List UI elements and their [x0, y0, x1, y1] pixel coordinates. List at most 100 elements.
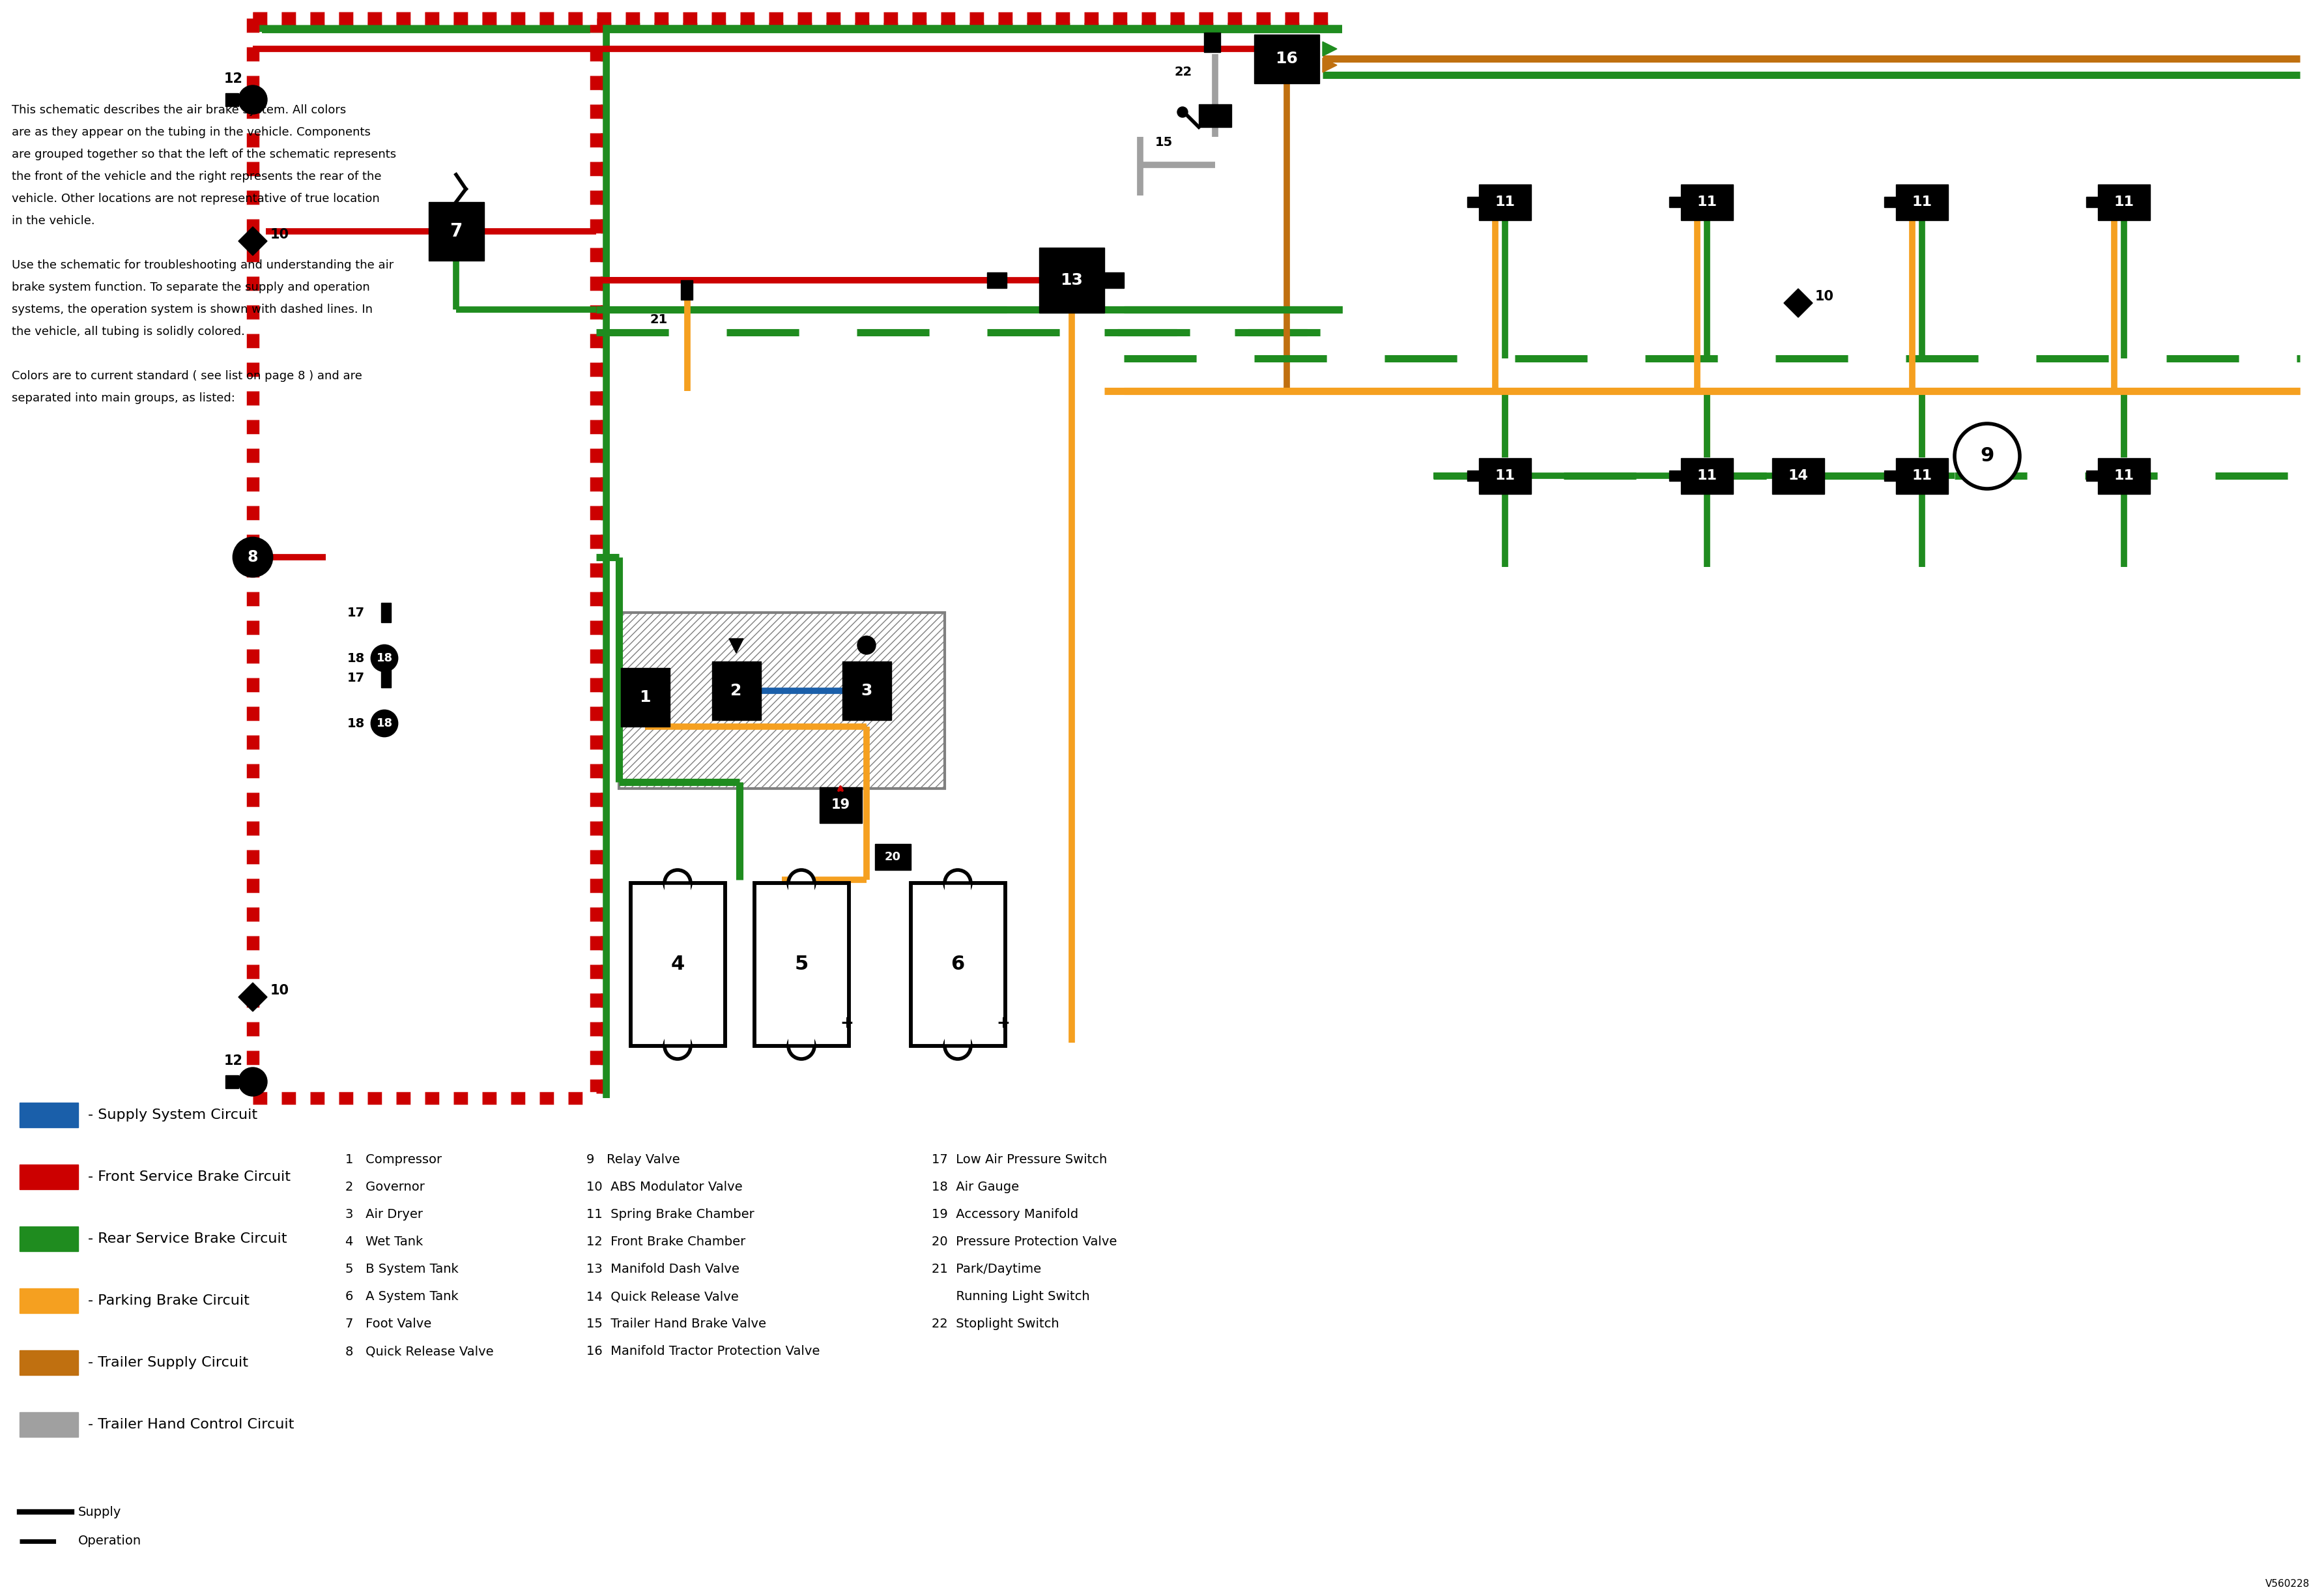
- Polygon shape: [239, 226, 267, 255]
- Bar: [681, 281, 693, 300]
- Text: 18: 18: [346, 652, 365, 665]
- Bar: [911, 883, 1004, 1046]
- Text: 11: 11: [1913, 196, 1931, 209]
- Bar: [874, 843, 911, 870]
- Text: Use the schematic for troubleshooting and understanding the air: Use the schematic for troubleshooting an…: [12, 260, 393, 271]
- Bar: [1669, 470, 1680, 481]
- Text: +: +: [997, 1015, 1011, 1031]
- Bar: [665, 883, 690, 1046]
- Bar: [1896, 457, 1948, 494]
- Text: 1: 1: [639, 690, 651, 705]
- Text: 17: 17: [346, 671, 365, 684]
- Text: 16  Manifold Tractor Protection Valve: 16 Manifold Tractor Protection Valve: [586, 1345, 820, 1358]
- Text: 17: 17: [346, 606, 365, 618]
- Circle shape: [665, 1033, 690, 1058]
- Text: 12: 12: [223, 1054, 242, 1068]
- Text: 13: 13: [1060, 273, 1083, 289]
- Text: 2   Governor: 2 Governor: [346, 1181, 425, 1194]
- Bar: [1896, 183, 1948, 220]
- Text: 21  Park/Daytime: 21 Park/Daytime: [932, 1262, 1041, 1275]
- Text: - Front Service Brake Circuit: - Front Service Brake Circuit: [88, 1170, 290, 1183]
- Circle shape: [1954, 424, 2020, 489]
- Text: +: +: [841, 1015, 853, 1031]
- Circle shape: [665, 870, 690, 896]
- Text: 19: 19: [832, 799, 851, 811]
- Text: 14  Quick Release Valve: 14 Quick Release Valve: [586, 1290, 739, 1302]
- Text: 6   A System Tank: 6 A System Tank: [346, 1290, 458, 1302]
- Circle shape: [946, 870, 971, 896]
- Bar: [1466, 470, 1478, 481]
- Text: 11: 11: [1697, 469, 1717, 483]
- Text: - Parking Brake Circuit: - Parking Brake Circuit: [88, 1294, 249, 1307]
- Text: 15  Trailer Hand Brake Valve: 15 Trailer Hand Brake Valve: [586, 1318, 767, 1329]
- Text: Running Light Switch: Running Light Switch: [932, 1290, 1090, 1302]
- Text: 7: 7: [451, 222, 462, 241]
- Circle shape: [1178, 107, 1188, 118]
- Text: 5: 5: [795, 955, 809, 974]
- Text: - Trailer Hand Control Circuit: - Trailer Hand Control Circuit: [88, 1419, 295, 1431]
- Text: 2: 2: [730, 682, 741, 698]
- Bar: [841, 662, 890, 720]
- Circle shape: [858, 636, 876, 654]
- Bar: [2099, 183, 2150, 220]
- Bar: [381, 668, 390, 687]
- Bar: [1478, 457, 1532, 494]
- Text: are grouped together so that the left of the schematic represents: are grouped together so that the left of…: [12, 148, 395, 161]
- Text: 7   Foot Valve: 7 Foot Valve: [346, 1318, 432, 1329]
- Text: 10  ABS Modulator Valve: 10 ABS Modulator Valve: [586, 1181, 741, 1194]
- Bar: [820, 787, 862, 823]
- Text: 10: 10: [270, 228, 288, 241]
- Text: 16: 16: [1276, 51, 1299, 67]
- Text: - Rear Service Brake Circuit: - Rear Service Brake Circuit: [88, 1232, 286, 1245]
- Text: brake system function. To separate the supply and operation: brake system function. To separate the s…: [12, 282, 370, 293]
- Bar: [2099, 457, 2150, 494]
- Bar: [755, 883, 848, 1046]
- Polygon shape: [1785, 289, 1813, 317]
- Text: in the vehicle.: in the vehicle.: [12, 215, 95, 226]
- Text: the front of the vehicle and the right represents the rear of the: the front of the vehicle and the right r…: [12, 171, 381, 182]
- Text: 8   Quick Release Valve: 8 Quick Release Valve: [346, 1345, 493, 1358]
- Text: 11: 11: [1494, 196, 1515, 209]
- Bar: [1466, 196, 1478, 207]
- Bar: [19, 1226, 79, 1251]
- Bar: [2087, 470, 2099, 481]
- Text: 1   Compressor: 1 Compressor: [346, 1154, 442, 1165]
- Text: 11: 11: [1494, 469, 1515, 483]
- Bar: [1680, 183, 1734, 220]
- Circle shape: [372, 711, 397, 736]
- Bar: [381, 603, 390, 622]
- Bar: [2087, 196, 2099, 207]
- Bar: [19, 1288, 79, 1313]
- Text: separated into main groups, as listed:: separated into main groups, as listed:: [12, 392, 235, 403]
- Bar: [1204, 32, 1220, 53]
- Bar: [755, 883, 848, 1046]
- Bar: [225, 1076, 239, 1089]
- Bar: [946, 883, 971, 1046]
- Text: - Supply System Circuit: - Supply System Circuit: [88, 1108, 258, 1122]
- Bar: [1478, 183, 1532, 220]
- Text: This schematic describes the air brake system. All colors: This schematic describes the air brake s…: [12, 104, 346, 116]
- Text: the vehicle, all tubing is solidly colored.: the vehicle, all tubing is solidly color…: [12, 325, 244, 338]
- Text: Colors are to current standard ( see list on page 8 ) and are: Colors are to current standard ( see lis…: [12, 370, 363, 383]
- Text: 17  Low Air Pressure Switch: 17 Low Air Pressure Switch: [932, 1154, 1106, 1165]
- Circle shape: [788, 870, 813, 896]
- Text: 18: 18: [346, 717, 365, 730]
- Bar: [630, 883, 725, 1046]
- Bar: [788, 883, 813, 1046]
- Polygon shape: [730, 639, 744, 654]
- Text: Supply: Supply: [79, 1506, 121, 1517]
- Text: 10: 10: [1815, 290, 1834, 303]
- Text: 3: 3: [860, 682, 872, 698]
- Text: are as they appear on the tubing in the vehicle. Components: are as they appear on the tubing in the …: [12, 126, 370, 139]
- Text: 11: 11: [2115, 196, 2133, 209]
- Text: 20: 20: [885, 851, 902, 862]
- Bar: [1885, 470, 1896, 481]
- Text: 22  Stoplight Switch: 22 Stoplight Switch: [932, 1318, 1060, 1329]
- Bar: [1039, 247, 1104, 312]
- Bar: [19, 1103, 79, 1127]
- Text: 6: 6: [951, 955, 964, 974]
- Text: vehicle. Other locations are not representative of true location: vehicle. Other locations are not represe…: [12, 193, 379, 204]
- Text: 9: 9: [1980, 446, 1994, 465]
- Text: 11  Spring Brake Chamber: 11 Spring Brake Chamber: [586, 1208, 755, 1221]
- Text: 18  Air Gauge: 18 Air Gauge: [932, 1181, 1018, 1194]
